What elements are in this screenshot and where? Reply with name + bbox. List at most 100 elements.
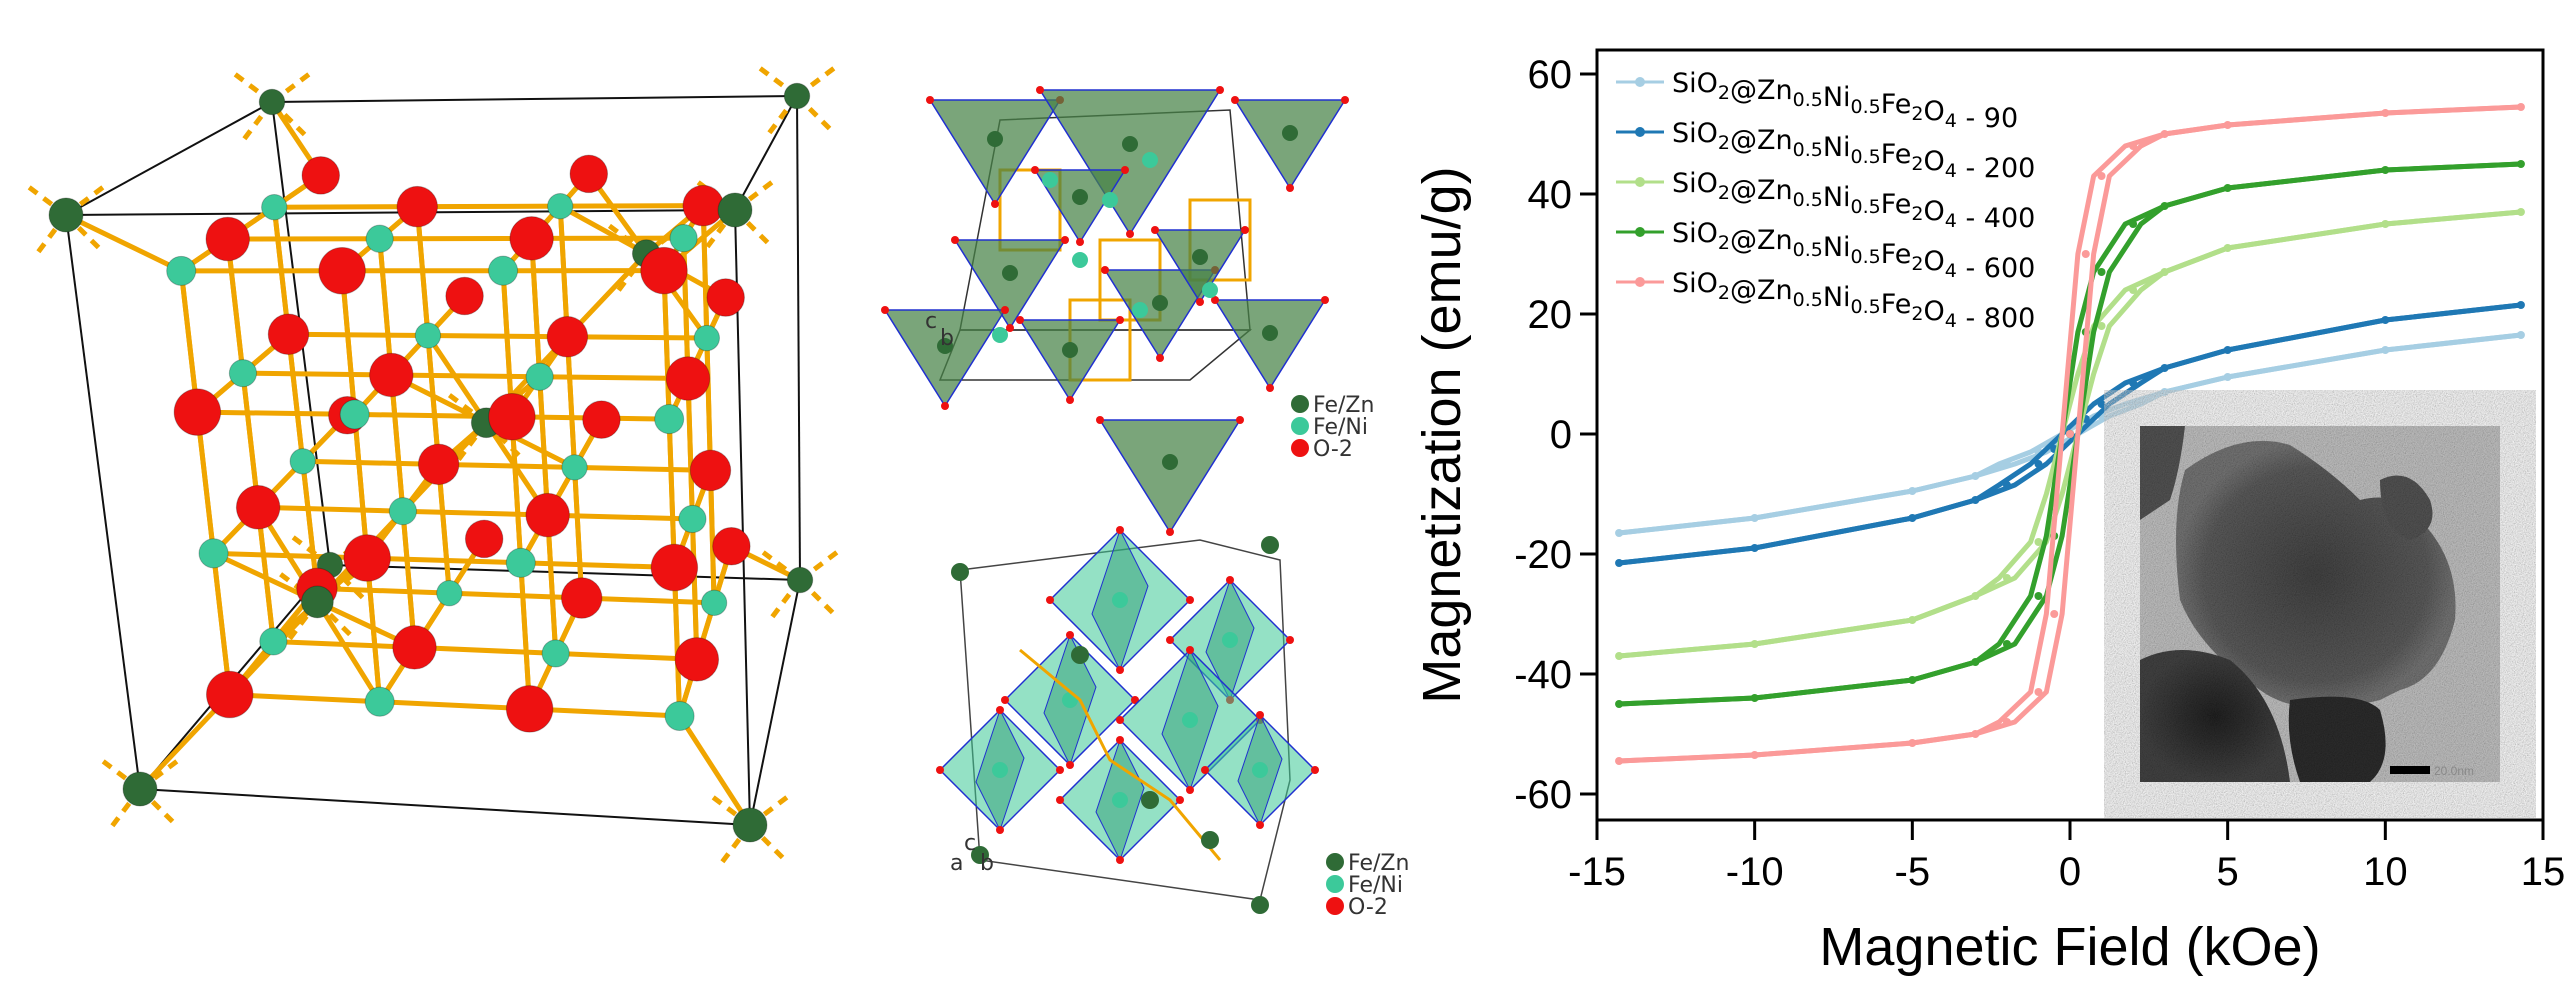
x-tick-label: -10: [1726, 850, 1784, 894]
fe-zn-atom: [937, 338, 953, 354]
y-tick-label: 20: [1528, 293, 1573, 337]
magnetization-chart: -15 -10 -5 0 5 10 15 -60 -40 -20 0 20 40 60 Magnetiza…: [1412, 48, 2566, 977]
x-tick-label: 15: [2521, 850, 2566, 894]
bond: [581, 595, 715, 606]
bond: [545, 514, 559, 654]
data-point: [2002, 481, 2011, 489]
data-point: [2223, 121, 2232, 129]
oxygen-atom: [996, 826, 1004, 834]
legend-suffix: - 400: [1957, 203, 2035, 234]
formula-text: Fe: [1881, 139, 1912, 170]
oxygen-atom: [1056, 796, 1064, 804]
fe-zn-atom: [1162, 454, 1178, 470]
oxygen-ball-icon: [1326, 897, 1344, 915]
data-point: [2160, 388, 2169, 396]
bond: [529, 706, 680, 719]
formula-text: SiO: [1672, 118, 1718, 149]
oxygen-atom: [1211, 296, 1219, 304]
oxygen-atom: [173, 388, 222, 436]
bond: [300, 461, 320, 589]
formula-text: Ni: [1823, 232, 1851, 263]
data-point: [1971, 658, 1980, 666]
data-point: [2129, 379, 2138, 387]
data-point: [2034, 460, 2043, 468]
legend-label: SiO2@Zn0.5Ni0.5Fe2O4 - 200: [1672, 118, 2035, 184]
formula-subscript: 4: [1945, 160, 1957, 182]
cell-edge: [734, 209, 751, 826]
data-point: [2097, 268, 2106, 276]
data-point: [1615, 529, 1624, 537]
legend-fe-zn: Fe/Zn: [1348, 851, 1409, 876]
bond: [255, 507, 276, 642]
legend-marker: [1635, 277, 1645, 287]
fe-ni-atom: [547, 193, 574, 220]
formula-subscript: 2: [1718, 82, 1730, 104]
formula-text: Fe: [1881, 89, 1912, 120]
bond: [402, 508, 548, 518]
oxygen-atom: [1321, 296, 1329, 304]
fe-ni-atom: [1252, 762, 1268, 778]
formula-text: @Zn: [1730, 125, 1793, 156]
oxygen-atom: [318, 247, 366, 295]
cell-edge: [796, 95, 801, 581]
bond: [671, 567, 683, 717]
axis-b-label: b: [940, 326, 954, 351]
legend-suffix: - 200: [1957, 153, 2035, 184]
chart-legend: SiO2@Zn0.5Ni0.5Fe2O4 - 90SiO2@Zn0.5Ni0.5…: [1616, 68, 2035, 334]
formula-subscript: 4: [1945, 210, 1957, 232]
oxygen-atom: [417, 443, 460, 486]
fe-zn-atom: [732, 807, 768, 843]
x-tick-label: -15: [1568, 850, 1626, 894]
legend-fe-zn: Fe/Zn: [1313, 393, 1374, 418]
data-point: [1750, 544, 1759, 552]
bond: [436, 464, 452, 594]
bond: [379, 699, 530, 712]
bond: [567, 334, 707, 341]
legend-label: SiO2@Zn0.5Ni0.5Fe2O4 - 90: [1672, 68, 2018, 134]
fe-ni-atom: [693, 324, 720, 352]
formula-subscript: 2: [1718, 232, 1730, 254]
oxygen-atom: [665, 356, 711, 401]
legend-marker: [1635, 77, 1645, 87]
data-point: [1750, 514, 1759, 522]
bond: [539, 374, 689, 382]
fe-ni-atom: [166, 255, 197, 286]
data-point: [2160, 130, 2169, 138]
data-point: [2160, 268, 2169, 276]
oxygen-atom: [1196, 298, 1204, 306]
formula-text: @Zn: [1730, 275, 1793, 306]
fe-zn-atom: [48, 197, 84, 233]
bond: [194, 411, 217, 554]
legend-marker: [1635, 177, 1645, 187]
bond: [178, 270, 200, 413]
oxygen-atom: [936, 766, 944, 774]
bond: [559, 203, 648, 256]
data-point: [2381, 109, 2390, 117]
bond: [211, 553, 233, 695]
y-tick-label: 0: [1550, 413, 1572, 457]
oxygen-atom: [951, 236, 959, 244]
data-point: [2381, 346, 2390, 354]
bond: [689, 518, 700, 660]
oxygen-atom: [1216, 86, 1224, 94]
tetrahedral-structure: [881, 86, 1349, 536]
fe-ni-atom: [561, 454, 588, 481]
oxygen-atom: [1066, 761, 1074, 769]
fe-ni-atom: [678, 504, 707, 534]
bond: [339, 270, 358, 415]
formula-text: Ni: [1823, 132, 1851, 163]
oxygen-atom: [941, 402, 949, 410]
formula-subscript: 0.5: [1793, 289, 1823, 311]
fe-zn-atom: [783, 82, 811, 110]
legend-label: SiO2@Zn0.5Ni0.5Fe2O4 - 600: [1672, 218, 2035, 284]
formula-subscript: 4: [1945, 110, 1957, 132]
oxygen-atom: [445, 276, 484, 316]
legend-marker: [1635, 227, 1645, 237]
formula-subscript: 2: [1718, 182, 1730, 204]
oxygen-atom: [1006, 324, 1014, 332]
formula-subscript: 2: [1718, 282, 1730, 304]
oxygen-atom: [1266, 384, 1274, 392]
tetrahedron: [1153, 229, 1247, 304]
fe-zn-atom: [1002, 265, 1018, 281]
data-point: [1908, 616, 1917, 624]
